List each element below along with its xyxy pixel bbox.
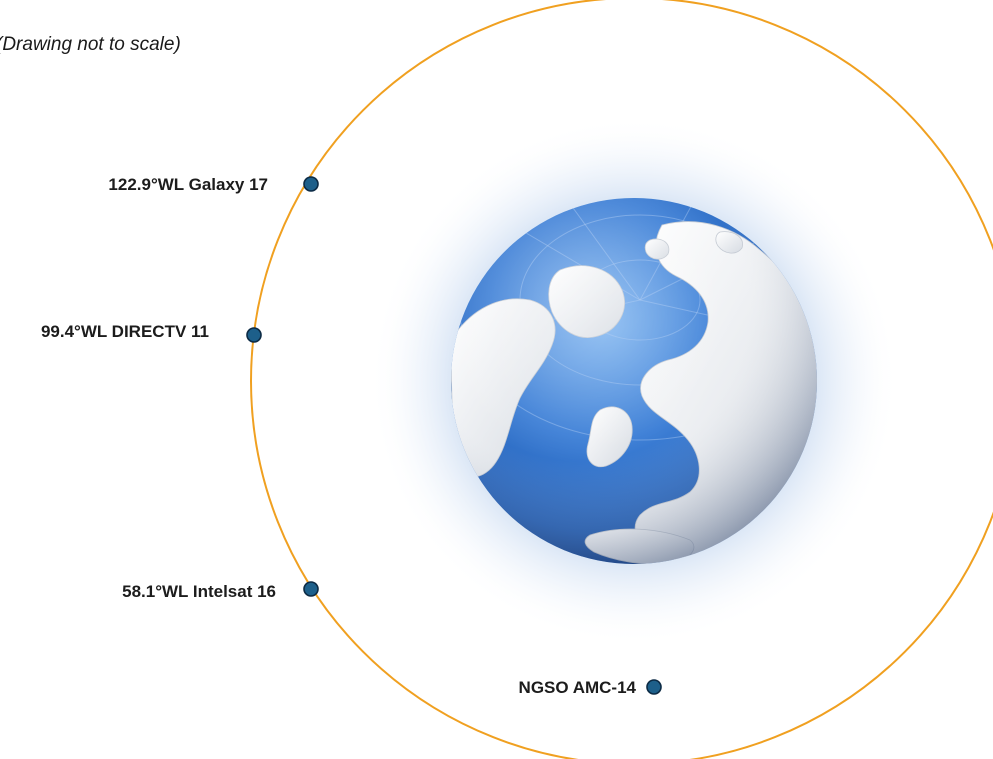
- satellite-marker-icon: [646, 679, 662, 695]
- satellite-label: NGSO AMC-14: [519, 678, 637, 697]
- satellite-amc-14: NGSO AMC-14: [519, 678, 662, 697]
- orbit-ring: [250, 0, 993, 759]
- satellite-marker-icon: [303, 581, 319, 597]
- satellite-marker-icon: [303, 176, 319, 192]
- earth-globe: [451, 198, 817, 564]
- satellite-marker-icon: [246, 327, 262, 343]
- satellite-directv-11: 99.4°WL DIRECTV 11: [41, 322, 262, 343]
- scale-note: (Drawing not to scale): [0, 34, 181, 55]
- satellite-label: 122.9°WL Galaxy 17: [108, 175, 268, 194]
- satellite-galaxy-17: 122.9°WL Galaxy 17: [108, 175, 319, 194]
- satellite-label: 58.1°WL Intelsat 16: [122, 582, 276, 601]
- satellite-label: 99.4°WL DIRECTV 11: [41, 322, 209, 341]
- satellite-intelsat-16: 58.1°WL Intelsat 16: [122, 581, 319, 601]
